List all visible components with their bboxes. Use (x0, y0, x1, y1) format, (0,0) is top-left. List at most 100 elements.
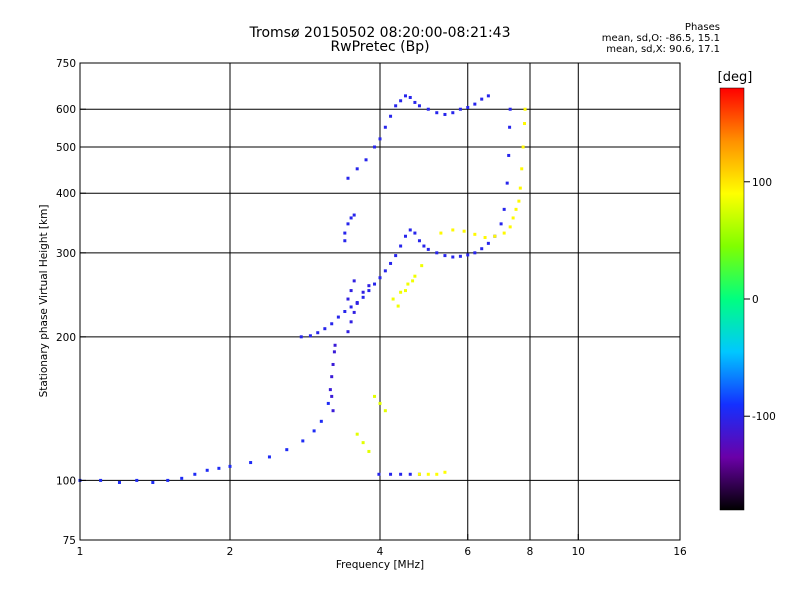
data-point (508, 225, 512, 229)
data-point (426, 247, 430, 251)
y-tick-label: 750 (56, 58, 76, 70)
data-point (435, 472, 439, 476)
data-point (422, 244, 426, 248)
y-tick-label: 200 (56, 332, 76, 344)
phases-o-stats: mean, sd,O: -86.5, 15.1 (601, 33, 720, 44)
data-point (480, 247, 484, 251)
data-point (417, 472, 421, 476)
data-point (443, 470, 447, 474)
data-point (361, 295, 365, 299)
data-point (399, 244, 403, 248)
data-point (439, 231, 443, 235)
data-point (346, 330, 350, 334)
data-point (355, 167, 359, 171)
data-point (331, 409, 335, 413)
data-point (378, 401, 382, 405)
data-point (389, 472, 393, 476)
colorbar-tick-label: 100 (752, 177, 772, 189)
data-point (508, 107, 512, 111)
y-tick-label: 400 (56, 188, 76, 200)
data-point (403, 234, 407, 238)
data-point (502, 207, 506, 211)
data-point (451, 255, 455, 259)
data-point (343, 239, 347, 243)
data-point (330, 322, 334, 326)
data-point (408, 228, 412, 232)
data-point (166, 478, 170, 482)
data-point (462, 229, 466, 233)
data-point (217, 466, 221, 470)
data-point (308, 334, 312, 338)
data-point (332, 350, 336, 354)
data-point (367, 284, 371, 288)
data-point (394, 254, 398, 258)
data-point (502, 231, 506, 235)
data-point (267, 455, 271, 459)
phases-legend: Phases mean, sd,O: -86.5, 15.1 mean, sd,… (560, 22, 720, 55)
data-point (403, 289, 407, 293)
data-point (349, 289, 353, 293)
data-point (349, 320, 353, 324)
colorbar-tick-label: -100 (752, 411, 776, 423)
data-point (394, 104, 398, 108)
phases-title: Phases (684, 22, 720, 33)
phases-x-stats: mean, sd,X: 90.6, 17.1 (606, 44, 720, 55)
data-points (78, 94, 527, 484)
data-point (117, 480, 121, 484)
x-tick-label: 6 (464, 546, 471, 558)
data-point (458, 107, 462, 111)
data-point (408, 95, 412, 99)
data-point (443, 112, 447, 116)
data-point (355, 301, 359, 305)
data-point (346, 176, 350, 180)
data-point (426, 472, 430, 476)
y-tick-label: 100 (56, 475, 76, 487)
y-tick-label: 500 (56, 142, 76, 154)
data-point (336, 315, 340, 319)
data-point (451, 228, 455, 232)
x-axis-label: Frequency [MHz] (336, 559, 424, 571)
data-point (435, 251, 439, 255)
data-point (426, 107, 430, 111)
data-point (435, 111, 439, 115)
y-axis-label: Stationary phase Virtual Height [km] (38, 205, 50, 398)
data-point (249, 461, 253, 465)
data-point (451, 111, 455, 115)
colorbar-tick-label: 0 (752, 294, 759, 306)
data-point (343, 309, 347, 313)
data-point (406, 282, 410, 286)
data-point (349, 305, 353, 309)
data-point (180, 476, 184, 480)
data-point (443, 254, 447, 258)
data-point (135, 478, 139, 482)
colorbar (719, 87, 745, 511)
data-point (486, 241, 490, 245)
data-point (299, 335, 303, 339)
data-point (361, 290, 365, 294)
data-point (352, 279, 356, 283)
data-point (514, 207, 518, 211)
data-point (411, 279, 415, 283)
x-tick-label: 2 (227, 546, 234, 558)
data-point (330, 394, 334, 398)
grid-lines (80, 63, 680, 540)
data-point (511, 216, 515, 220)
data-point (520, 167, 524, 171)
x-tick-label: 1 (77, 546, 84, 558)
data-point (399, 472, 403, 476)
data-point (99, 478, 103, 482)
data-point (373, 145, 377, 149)
data-point (355, 432, 359, 436)
data-point (193, 472, 197, 476)
data-point (352, 213, 356, 217)
data-point (323, 327, 327, 331)
y-axis-ticks: 75 100 200 300 400 500 600 750 (56, 58, 86, 547)
data-point (523, 122, 527, 126)
data-point (486, 94, 490, 98)
x-axis-ticks: 1 2 4 6 8 10 16 (77, 534, 687, 558)
data-point (151, 480, 155, 484)
data-point (413, 100, 417, 104)
data-point (377, 472, 381, 476)
data-point (361, 441, 365, 445)
x-tick-label: 8 (527, 546, 534, 558)
